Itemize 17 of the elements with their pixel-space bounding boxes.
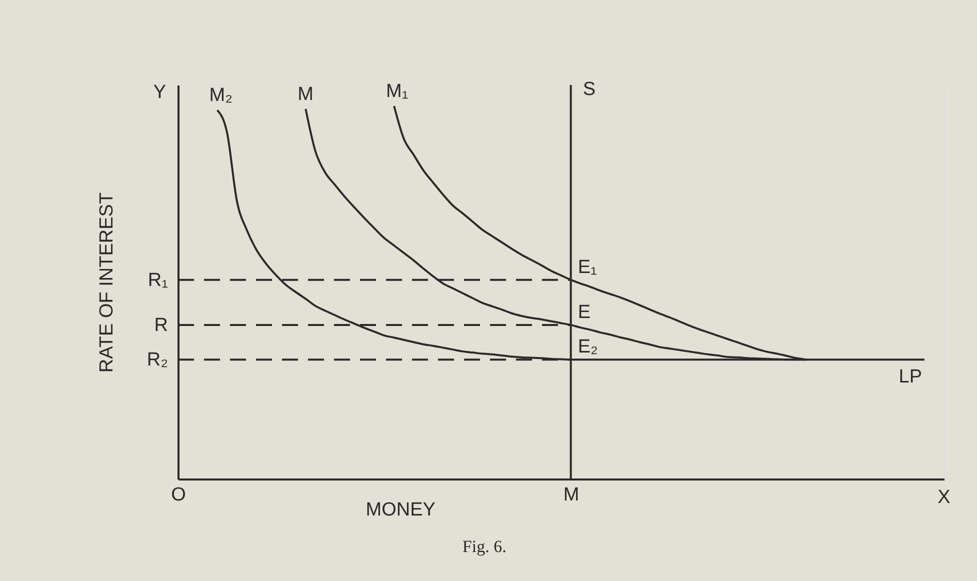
annotation: R	[154, 314, 168, 336]
annotation: LP	[898, 366, 922, 388]
ref-line-label: S	[582, 79, 596, 100]
annotation: E	[578, 302, 591, 323]
series-label: M	[298, 84, 314, 105]
caption: Fig. 6.	[462, 537, 506, 556]
x-tick-label: O	[171, 484, 186, 506]
annotation: E₂	[578, 336, 598, 358]
text: X	[938, 487, 951, 508]
y-axis-title: RATE OF INTEREST	[96, 192, 118, 373]
annotation: R₂	[146, 350, 168, 371]
x-axis-title: MONEY	[366, 500, 436, 520]
text: Y	[153, 82, 166, 103]
series-label: M₁	[386, 81, 408, 102]
annotation: E₁	[578, 256, 597, 278]
series-label: M₂	[209, 85, 232, 106]
annotation: R₁	[148, 270, 168, 291]
